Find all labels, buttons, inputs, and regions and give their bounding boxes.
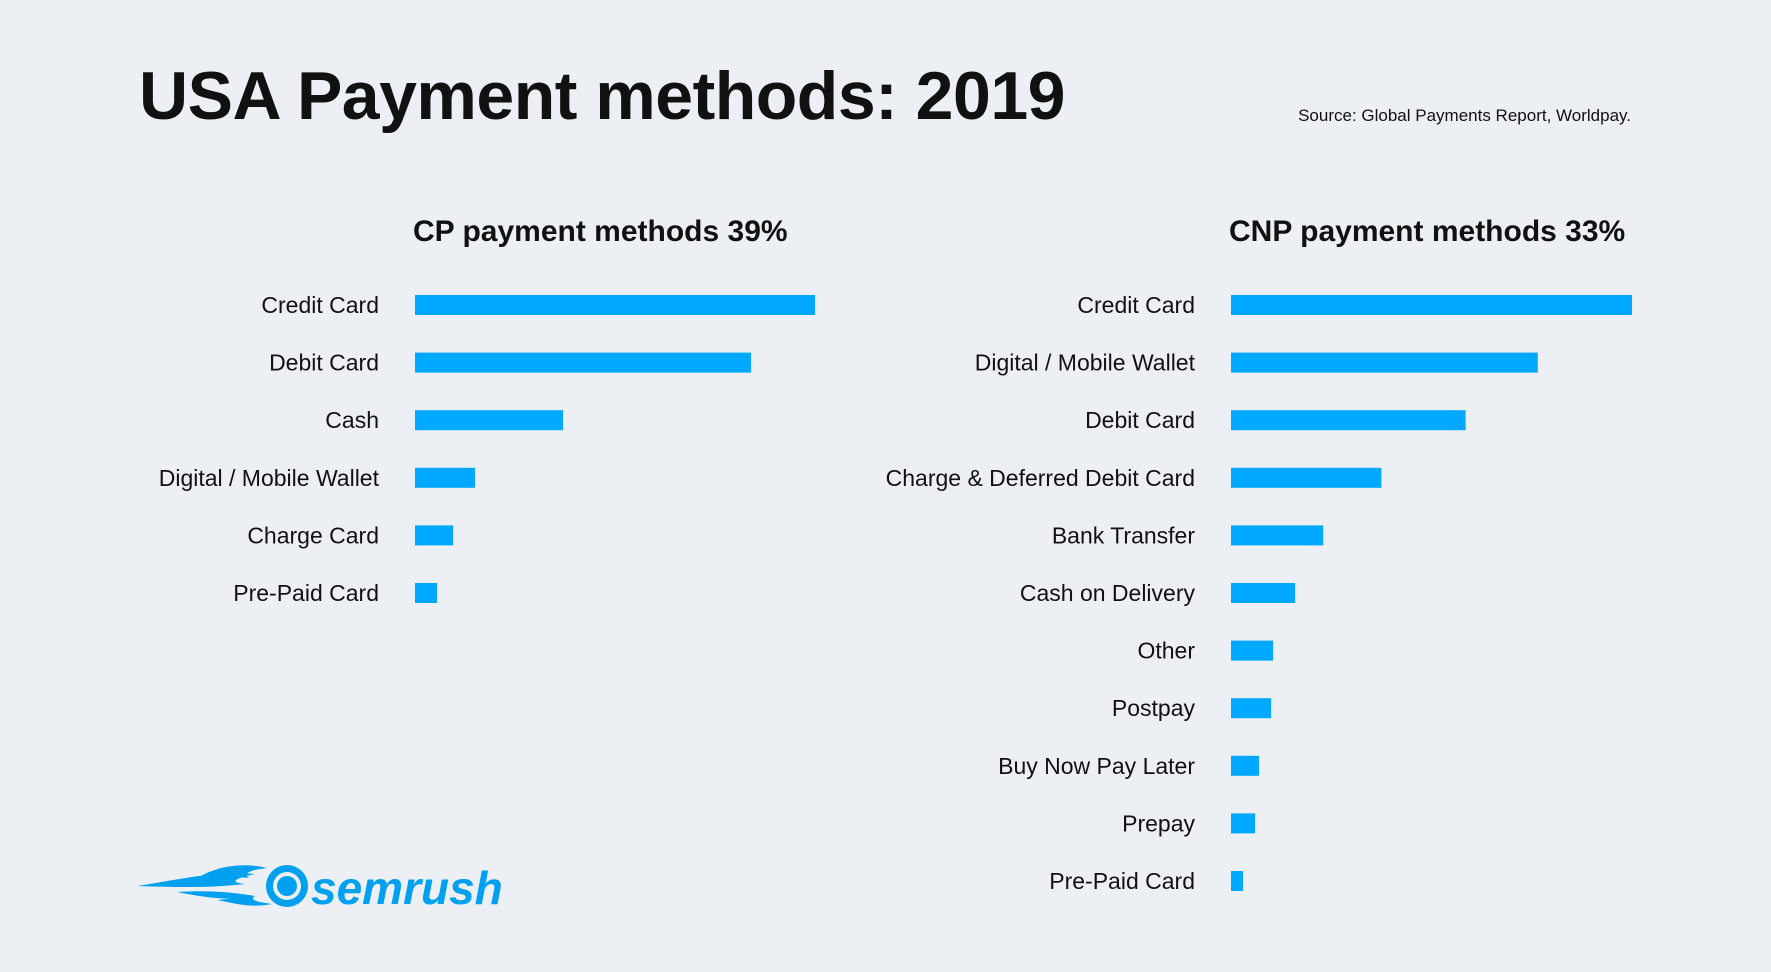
cnp-category-label: Pre-Paid Card bbox=[1049, 868, 1195, 894]
cp-payment-methods-chart: CP payment methods 39% Credit Card Debit C… bbox=[159, 215, 815, 606]
source-note: Source: Global Payments Report, Worldpay… bbox=[1298, 106, 1631, 125]
cnp-category-label: Debit Card bbox=[1085, 407, 1195, 433]
cnp-bar bbox=[1231, 583, 1296, 603]
cp-bar bbox=[415, 525, 453, 546]
cp-bar bbox=[415, 410, 563, 431]
cnp-category-label: Charge & Deferred Debit Card bbox=[886, 465, 1195, 491]
semrush-logo: semrush bbox=[137, 860, 557, 914]
cnp-bar bbox=[1231, 813, 1256, 834]
cnp-category-label: Other bbox=[1137, 638, 1195, 664]
cnp-bar bbox=[1231, 871, 1244, 891]
cnp-bar bbox=[1231, 640, 1274, 661]
cp-category-label: Debit Card bbox=[269, 350, 379, 376]
cp-category-label: Digital / Mobile Wallet bbox=[159, 465, 380, 491]
cp-category-label: Cash bbox=[325, 407, 379, 433]
cnp-bar bbox=[1231, 295, 1632, 315]
cnp-bar bbox=[1231, 410, 1466, 431]
page-title: USA Payment methods: 2019 bbox=[139, 58, 1065, 134]
cp-category-label: Pre-Paid Card bbox=[233, 580, 379, 606]
cp-bar bbox=[415, 295, 815, 315]
semrush-comet-logo-icon: semrush bbox=[137, 862, 503, 914]
cnp-category-label: Digital / Mobile Wallet bbox=[975, 350, 1196, 376]
cnp-bar bbox=[1231, 525, 1324, 546]
brand-wordmark: semrush bbox=[311, 862, 503, 910]
cnp-category-label: Cash on Delivery bbox=[1020, 580, 1196, 606]
cnp-category-label: Postpay bbox=[1112, 695, 1196, 721]
cp-bar bbox=[415, 352, 751, 373]
cnp-bar bbox=[1231, 467, 1382, 488]
cnp-category-label: Bank Transfer bbox=[1052, 522, 1196, 548]
cp-chart-title: CP payment methods 39% bbox=[413, 215, 788, 248]
cnp-chart-title: CNP payment methods 33% bbox=[1229, 215, 1625, 248]
cnp-bar bbox=[1231, 352, 1538, 373]
cnp-bar bbox=[1231, 755, 1260, 776]
cnp-bar bbox=[1231, 698, 1272, 719]
cp-bar bbox=[415, 467, 475, 488]
cnp-category-label: Prepay bbox=[1122, 810, 1195, 836]
cp-bar bbox=[415, 583, 437, 603]
cnp-category-label: Buy Now Pay Later bbox=[998, 753, 1195, 779]
cnp-category-label: Credit Card bbox=[1077, 292, 1195, 318]
cp-category-label: Credit Card bbox=[261, 292, 379, 318]
cp-category-label: Charge Card bbox=[247, 522, 379, 548]
